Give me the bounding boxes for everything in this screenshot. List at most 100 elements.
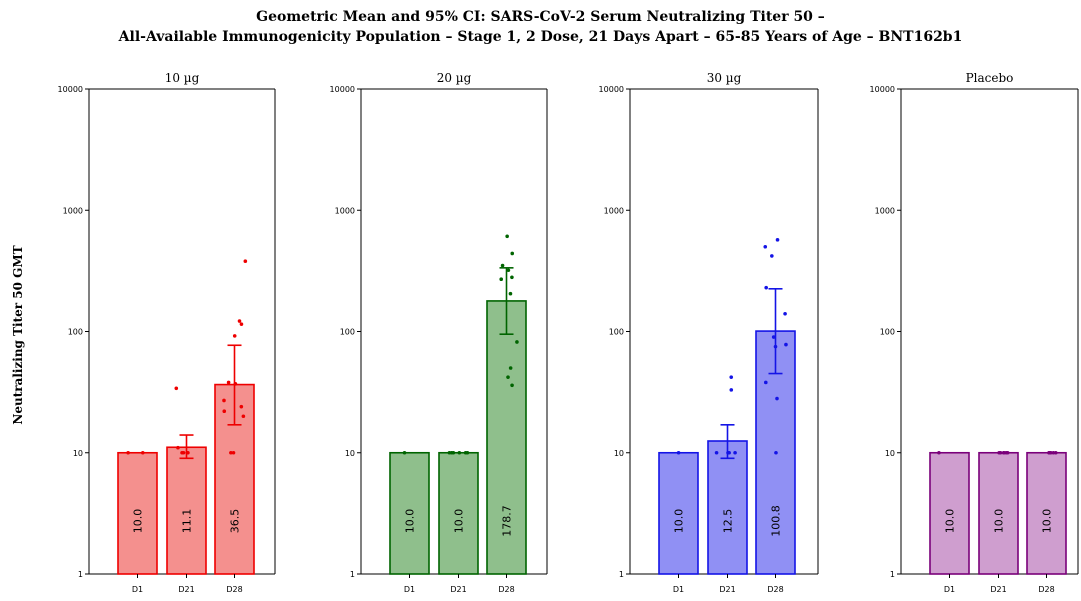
panel-3-point-d21-5 (729, 388, 734, 392)
panel-4-bar-d28 (1026, 451, 1067, 575)
panel-2-x-tick-label-d21: D21 (450, 585, 466, 594)
panel-2-point-d28-6 (499, 277, 504, 281)
panel-1-point-d1-1 (140, 450, 145, 455)
panel-1-point-d21-6 (174, 386, 179, 391)
panel-3-y-tick-label-1: 1 (619, 570, 624, 579)
panel-1-point-d28-3 (241, 414, 246, 419)
panel-3-point-d28-5 (784, 342, 788, 347)
panel-4-point-d21-5 (997, 450, 1001, 455)
panel-3-point-d28-11 (775, 238, 780, 242)
panel-3-y-tick-label-1000: 1000 (604, 206, 624, 215)
panel-1-point-d28-7 (233, 382, 238, 386)
panel-3-bar-label-d28: 100.8 (770, 505, 783, 537)
panel-3-bar-label-d1: 10.0 (673, 509, 686, 534)
panel-2-y-tick-label-10: 10 (345, 449, 355, 458)
panel-2-bar-label-d21: 10.0 (453, 509, 466, 534)
panel-1-y-tick-label-1: 1 (78, 570, 83, 579)
panel-3-point-d28-2 (775, 396, 779, 401)
panel-3-point-d28-9 (770, 254, 774, 258)
panel-2-x-tick-label-d28: D28 (498, 585, 514, 594)
panel-2-bar-label-d1: 10.0 (404, 509, 417, 534)
panel-3-point-d28-6 (771, 335, 776, 339)
panel-1-point-d28-12 (243, 259, 248, 264)
panel-4-x-tick-label-d21: D21 (990, 585, 1006, 594)
panel-3-y-tick-label-100: 100 (609, 328, 624, 337)
panel-2-y-tick-label-1000: 1000 (335, 206, 355, 215)
panel-1-point-d28-6 (222, 398, 226, 403)
panel-4-point-d28-6 (1049, 450, 1053, 455)
panel-2-point-d28-5 (508, 291, 513, 296)
panel-1-point-d28-11 (237, 319, 242, 323)
panel-4-x-tick-label-d1: D1 (944, 585, 955, 594)
panel-4-y-tick-label-1000: 1000 (875, 206, 895, 215)
panel-3-x-tick-label-d28: D28 (767, 585, 783, 594)
panel-1-x-tick-label-d1: D1 (132, 585, 143, 594)
panel-4-bar-d1 (929, 451, 970, 575)
panel-4-bar-label-d21: 10.0 (993, 509, 1006, 534)
panel-1-point-d21-5 (176, 445, 180, 450)
panel-4-x-tick-label-d28: D28 (1038, 585, 1054, 594)
panel-1-point-d1-2 (126, 450, 130, 455)
panel-2-title: 20 µg (437, 71, 472, 85)
panel-3-point-d28-3 (763, 380, 768, 385)
panel-2-point-d21-6 (447, 450, 452, 455)
panel-3-y-tick-label-10: 10 (614, 449, 624, 458)
panel-4-point-d21-6 (1004, 450, 1008, 455)
panel-2-y-tick-label-1: 1 (350, 570, 355, 579)
panel-4-bar-label-d1: 10.0 (944, 509, 957, 534)
panel-3-point-d28-10 (763, 244, 768, 249)
panel-3-point-d21-4 (714, 450, 719, 455)
panel-4-bar-label-d28: 10.0 (1041, 509, 1054, 534)
panel-3-point-d28-4 (773, 344, 778, 349)
panel-1-x-tick-label-d21: D21 (178, 585, 194, 594)
panel-1-point-d28-8 (226, 380, 231, 385)
panel-2-y-tick-label-10000: 10000 (330, 85, 355, 94)
panel-1-point-d28-1 (231, 450, 236, 455)
panel-3-bar-d21 (707, 440, 748, 575)
panel-2-point-d28-9 (500, 263, 505, 268)
panel-2-point-d28-4 (515, 340, 519, 344)
panel-4-title: Placebo (966, 71, 1014, 85)
panel-1-point-d21-3 (180, 450, 184, 455)
panel-2-point-d28-2 (506, 375, 510, 379)
panel-2-y-tick-label-100: 100 (340, 328, 355, 337)
panel-3-point-d28-8 (764, 285, 768, 290)
panel-4-point-d1-1 (937, 450, 941, 455)
panel-1-point-d28-10 (239, 322, 244, 326)
panel-1-y-tick-label-100: 100 (68, 328, 83, 337)
panel-2-point-d28-10 (510, 251, 515, 256)
panel-2-point-d21-3 (465, 450, 470, 455)
panel-3-bar-label-d21: 12.5 (722, 509, 735, 534)
panel-1-bar-label-d1: 10.0 (132, 509, 145, 534)
panel-3-point-d21-2 (727, 450, 731, 455)
panel-2-point-d28-3 (508, 366, 513, 370)
panel-3-y-tick-label-10000: 10000 (599, 85, 624, 94)
chart-title-line-1: Geometric Mean and 95% CI: SARS-CoV-2 Se… (256, 9, 825, 25)
panel-2-x-tick-label-d1: D1 (404, 585, 415, 594)
panel-1-point-d28-2 (229, 450, 233, 455)
panel-3-x-tick-label-d21: D21 (719, 585, 735, 594)
panel-2-point-d28-1 (510, 383, 514, 388)
panel-3-x-tick-label-d1: D1 (673, 585, 684, 594)
panel-2-point-d28-8 (506, 268, 511, 273)
panel-4-y-tick-label-10000: 10000 (870, 85, 895, 94)
panel-1-point-d28-5 (239, 404, 244, 409)
panel-1-point-d21-4 (185, 450, 190, 455)
panel-3-point-d28-1 (774, 450, 778, 455)
panel-3-point-d1-1 (676, 450, 681, 455)
panel-1-y-tick-label-10: 10 (73, 449, 83, 458)
panel-4-y-tick-label-1: 1 (890, 570, 895, 579)
panel-2-bar-d1 (389, 451, 430, 575)
panel-3-point-d21-6 (729, 375, 734, 379)
panel-2-point-d28-7 (510, 275, 514, 280)
panel-2-point-d1-1 (402, 450, 407, 455)
panel-4-y-tick-label-10: 10 (885, 449, 895, 458)
panel-1-x-tick-label-d28: D28 (226, 585, 242, 594)
panel-1-title: 10 µg (165, 71, 200, 85)
panel-3-bar-d1 (658, 451, 699, 575)
panel-1-bar-label-d28: 36.5 (229, 509, 242, 534)
panel-3-point-d21-3 (733, 450, 737, 455)
panel-4-point-d28-5 (1053, 450, 1058, 455)
panel-3-title: 30 µg (707, 71, 742, 85)
panel-1-y-tick-label-1000: 1000 (63, 206, 83, 215)
